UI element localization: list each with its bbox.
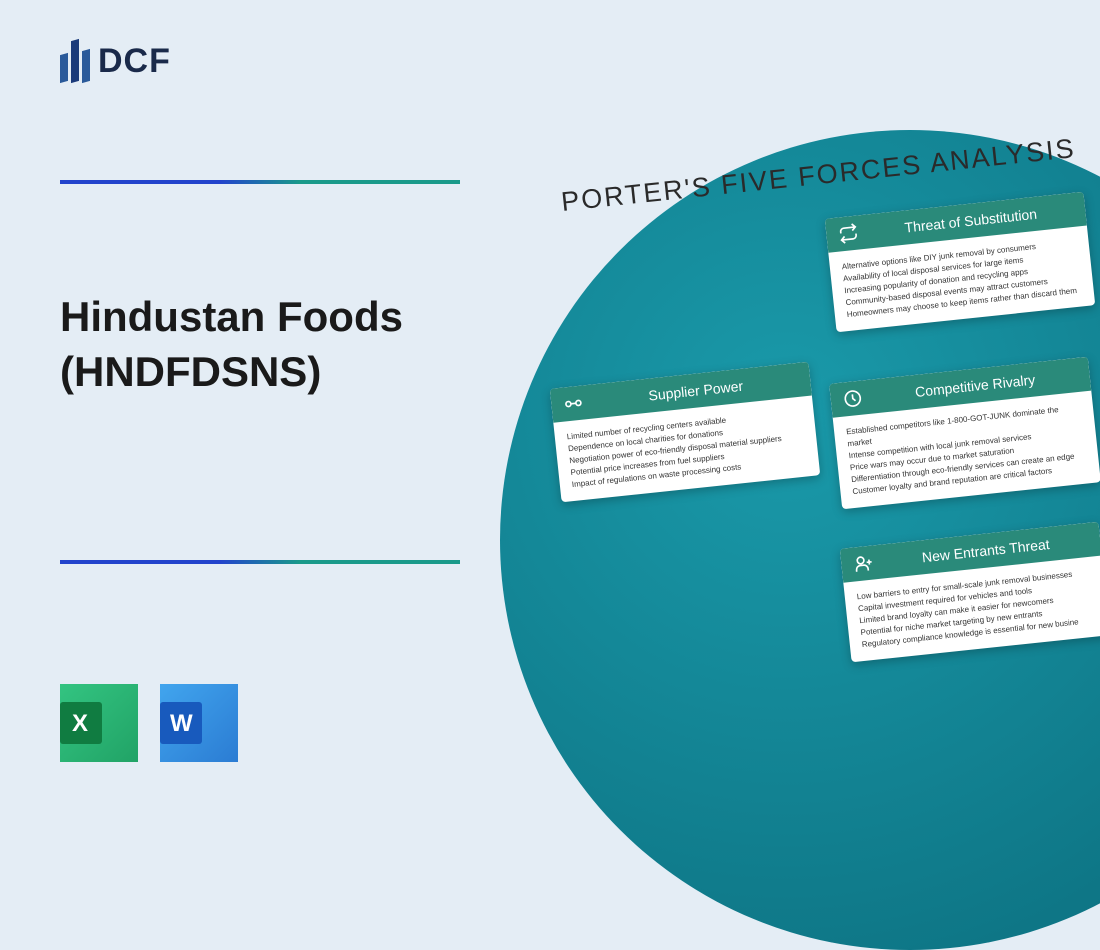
dcf-logo: DCF (60, 40, 171, 82)
page-title: Hindustan Foods (HNDFDSNS) (60, 290, 403, 399)
substitution-icon (837, 223, 859, 245)
card-rivalry: Competitive Rivalry Established competit… (829, 357, 1100, 509)
file-icons-row (60, 684, 238, 762)
word-icon[interactable] (160, 684, 238, 762)
rivalry-icon (842, 388, 864, 410)
title-line1: Hindustan Foods (60, 290, 403, 345)
bottom-divider (60, 560, 460, 564)
title-line2: (HNDFDSNS) (60, 345, 403, 400)
supplier-icon (562, 393, 584, 415)
logo-bars-icon (60, 40, 90, 82)
top-divider (60, 180, 460, 184)
excel-icon[interactable] (60, 684, 138, 762)
entrants-icon (852, 553, 874, 575)
logo-text: DCF (98, 42, 171, 81)
